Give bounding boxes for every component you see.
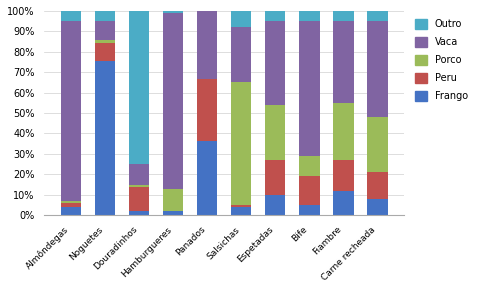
Bar xyxy=(163,11,183,13)
Bar xyxy=(95,11,115,21)
Bar xyxy=(333,160,354,191)
Bar xyxy=(299,11,320,21)
Bar xyxy=(367,11,388,21)
Bar xyxy=(231,207,251,215)
Bar xyxy=(197,141,217,215)
Bar xyxy=(265,11,285,21)
Bar xyxy=(299,21,320,156)
Bar xyxy=(231,27,251,82)
Legend: Outro, Vaca, Porco, Peru, Frango: Outro, Vaca, Porco, Peru, Frango xyxy=(413,16,471,104)
Bar xyxy=(95,62,115,215)
Bar xyxy=(367,117,388,172)
Bar xyxy=(333,191,354,215)
Bar xyxy=(95,42,115,62)
Bar xyxy=(61,201,81,203)
Bar xyxy=(299,205,320,215)
Bar xyxy=(129,164,149,184)
Bar xyxy=(129,211,149,215)
Bar xyxy=(163,189,183,211)
Bar xyxy=(299,176,320,205)
Bar xyxy=(299,156,320,176)
Bar xyxy=(61,11,81,21)
Bar xyxy=(129,184,149,187)
Bar xyxy=(95,40,115,42)
Bar xyxy=(197,79,217,141)
Bar xyxy=(333,21,354,103)
Bar xyxy=(333,11,354,21)
Bar xyxy=(163,211,183,215)
Bar xyxy=(163,13,183,189)
Bar xyxy=(61,207,81,215)
Bar xyxy=(265,195,285,215)
Bar xyxy=(129,187,149,211)
Bar xyxy=(61,21,81,201)
Bar xyxy=(129,11,149,164)
Bar xyxy=(197,11,217,79)
Bar xyxy=(367,21,388,117)
Bar xyxy=(367,199,388,215)
Bar xyxy=(95,21,115,40)
Bar xyxy=(333,103,354,160)
Bar xyxy=(231,205,251,207)
Bar xyxy=(231,82,251,205)
Bar xyxy=(265,21,285,105)
Bar xyxy=(231,11,251,27)
Bar xyxy=(265,105,285,160)
Bar xyxy=(367,172,388,199)
Bar xyxy=(61,203,81,207)
Bar xyxy=(265,160,285,195)
